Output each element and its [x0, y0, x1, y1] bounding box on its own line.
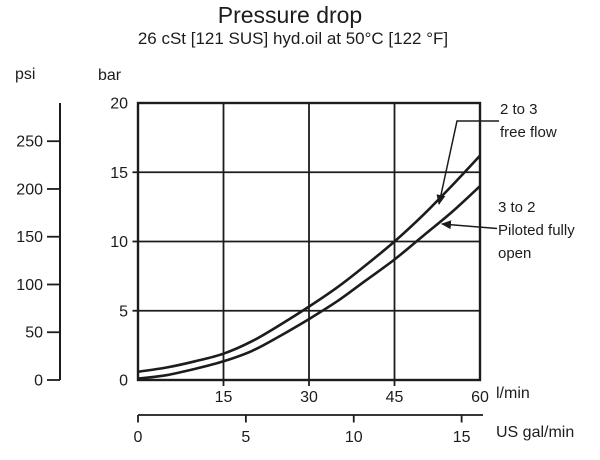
annotation-piloted-open: 3 to 2 Piloted fully open [498, 196, 575, 265]
curve-free-flow [137, 154, 481, 373]
psi-axis-unit-label: psi [15, 66, 36, 83]
lmin-axis-unit-label: l/min [496, 385, 530, 402]
svg-text:0: 0 [34, 373, 43, 390]
curves [137, 154, 481, 380]
chart-subtitle: 26 cSt [121 SUS] hyd.oil at 50°C [122 °F… [137, 29, 449, 48]
svg-text:200: 200 [16, 181, 43, 198]
svg-text:15: 15 [110, 165, 128, 182]
svg-text:60: 60 [471, 389, 489, 406]
curve-piloted-open [137, 185, 481, 380]
svg-text:15: 15 [453, 429, 471, 446]
svg-text:250: 250 [16, 134, 43, 151]
bar-axis: 0 5 10 15 20 [110, 96, 138, 390]
svg-text:15: 15 [215, 389, 233, 406]
annotation-piloted-line1: 3 to 2 [498, 199, 536, 216]
usgal-axis: 0 5 10 15 [134, 414, 483, 446]
svg-text:10: 10 [110, 234, 128, 251]
svg-text:20: 20 [110, 96, 128, 113]
psi-axis: 0 50 100 150 200 250 [16, 103, 61, 390]
svg-text:150: 150 [16, 229, 43, 246]
svg-text:100: 100 [16, 277, 43, 294]
annotation-leaders [436, 120, 499, 230]
annotation-free-flow: 2 to 3 free flow [500, 98, 557, 144]
svg-text:0: 0 [119, 373, 128, 390]
annotation-piloted-line2: Piloted fully [498, 222, 575, 239]
svg-text:0: 0 [134, 429, 143, 446]
bar-axis-unit-label: bar [98, 67, 122, 84]
svg-text:5: 5 [241, 429, 250, 446]
annotation-free-flow-line2: free flow [500, 124, 557, 141]
svg-text:45: 45 [386, 389, 404, 406]
svg-text:5: 5 [119, 303, 128, 320]
chart-title: Pressure drop [217, 2, 363, 28]
lmin-axis: 15 30 45 60 [215, 380, 489, 406]
leader-piloted-open [441, 220, 498, 230]
usgal-axis-unit-label: US gal/min [496, 424, 575, 441]
svg-text:30: 30 [300, 389, 318, 406]
annotation-free-flow-line1: 2 to 3 [500, 101, 538, 118]
leader-free-flow [436, 120, 499, 205]
grid [138, 102, 481, 381]
annotation-piloted-line3: open [498, 245, 532, 262]
svg-text:10: 10 [345, 429, 363, 446]
svg-text:50: 50 [25, 325, 43, 342]
